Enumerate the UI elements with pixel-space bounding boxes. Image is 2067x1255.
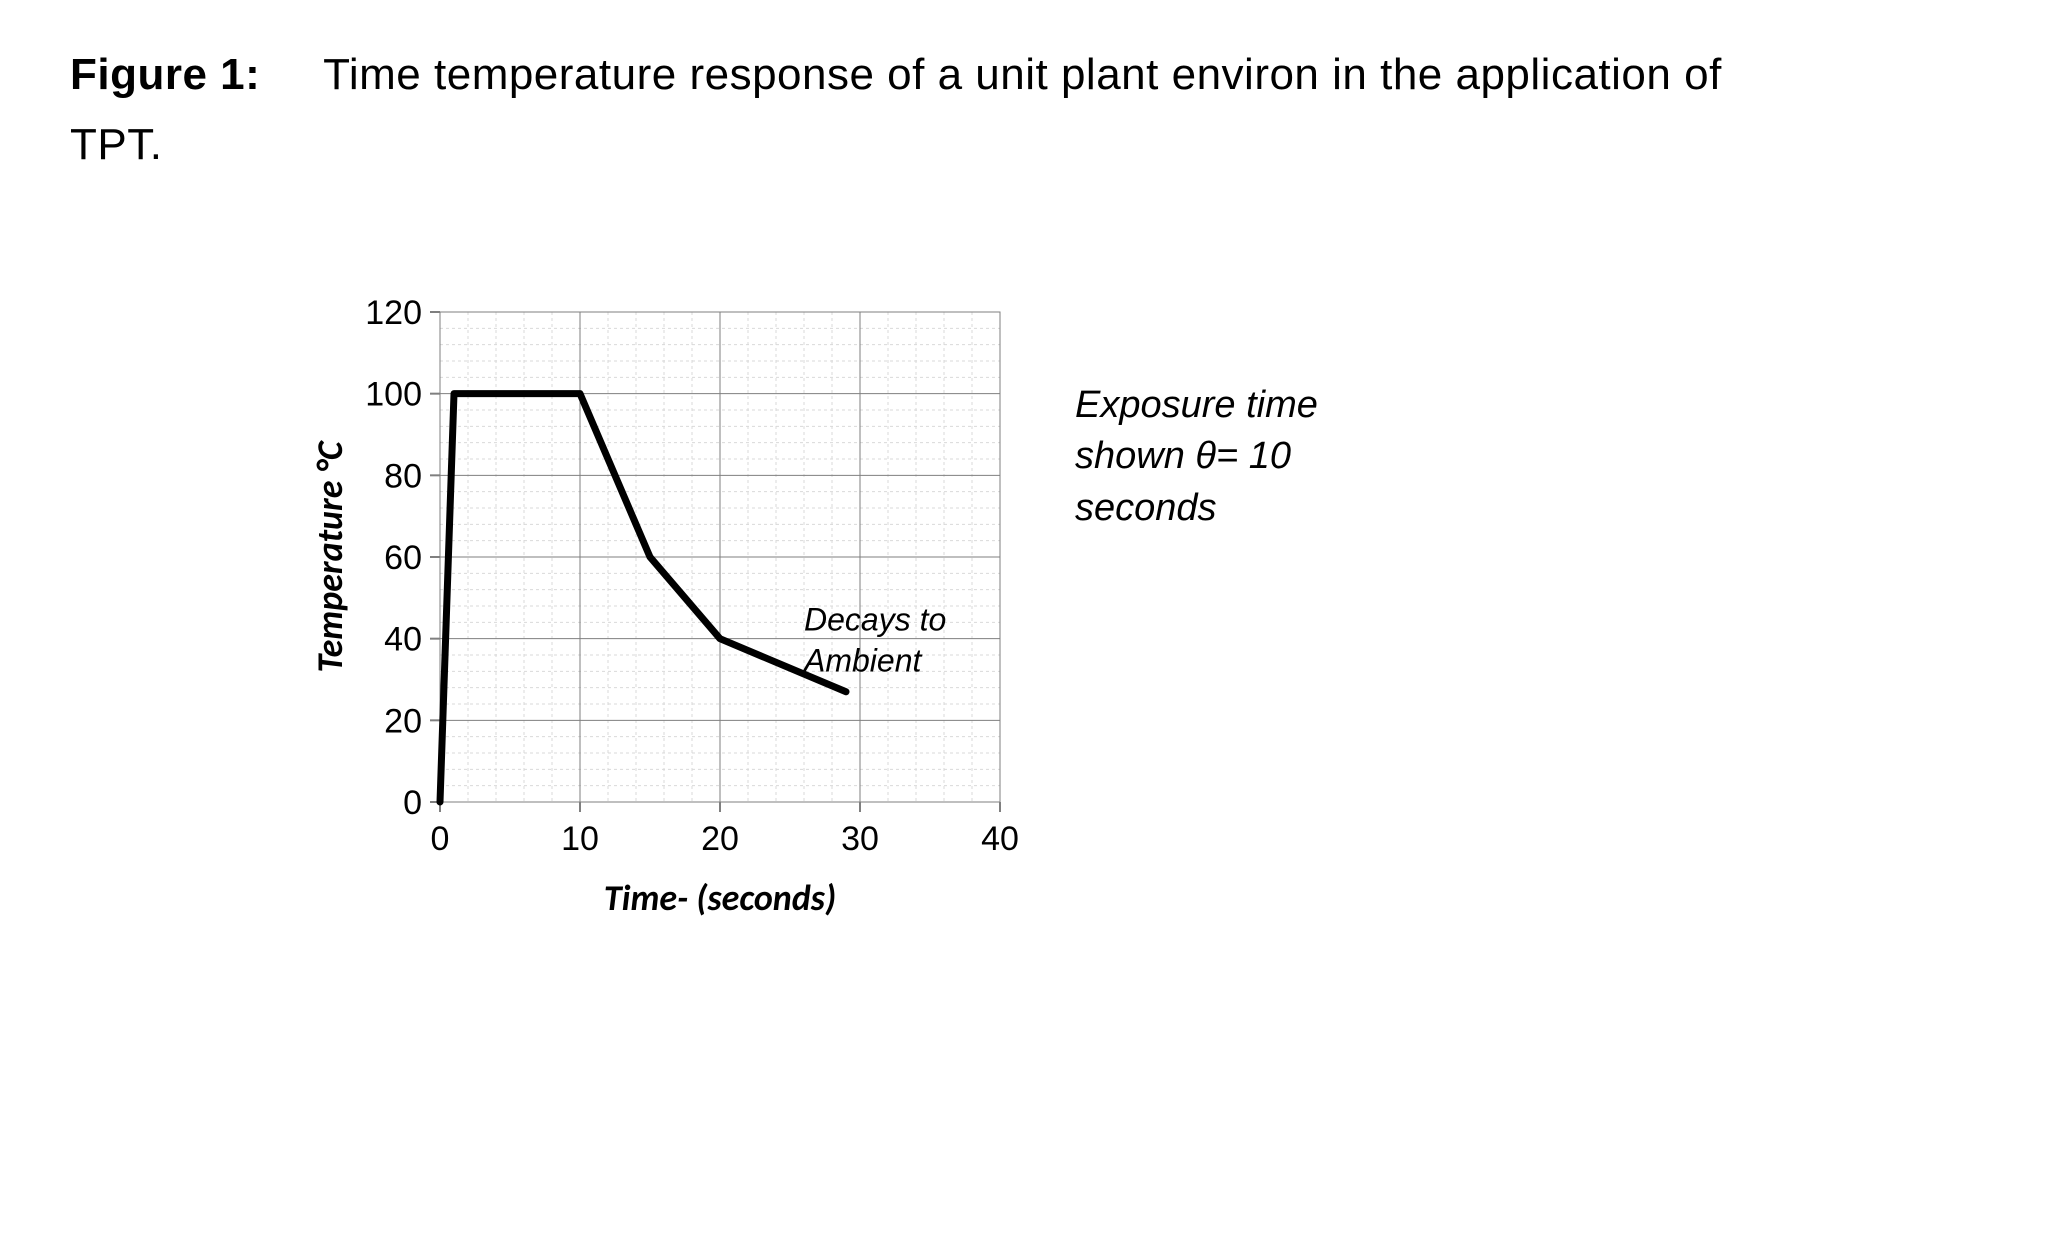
figure-caption-text-2: TPT. [70,120,162,169]
y-tick-label: 40 [384,621,422,659]
x-tick-label: 20 [701,820,739,858]
exposure-note-line3: seconds [1075,483,1395,534]
line-chart: 0 10 20 30 40 0 20 40 60 80 100 120 Decays to Ambient… [310,300,1020,922]
annotation-line1: Decays to [804,602,946,638]
exposure-note: Exposure time shown θ= 10 seconds [1075,380,1395,534]
y-tick-label: 20 [384,702,422,740]
exposure-note-line2: shown θ= 10 [1075,431,1395,482]
exposure-note-line1: Exposure time [1075,380,1395,431]
figure-caption: Figure 1: Time temperature response of a… [70,40,1997,181]
x-axis-title: Time- (seconds) [604,876,836,920]
y-axis-title: Temperature °C [310,440,352,672]
y-tick-label: 120 [365,300,422,332]
figure-caption-text-1: Time temperature response of a unit plan… [323,50,1722,99]
x-tick-label: 0 [431,820,450,858]
x-tick-label: 10 [561,820,599,858]
y-tick-label: 80 [384,457,422,495]
x-tick-label: 30 [841,820,879,858]
y-tick-label: 60 [384,539,422,577]
x-tick-label: 40 [981,820,1019,858]
y-tick-label: 100 [365,376,422,414]
figure-label: Figure 1: [70,50,260,99]
chart-container: 0 10 20 30 40 0 20 40 60 80 100 120 Decays to Ambient… [310,300,1020,922]
y-tick-label: 0 [403,784,422,822]
annotation-line2: Ambient [802,642,923,678]
